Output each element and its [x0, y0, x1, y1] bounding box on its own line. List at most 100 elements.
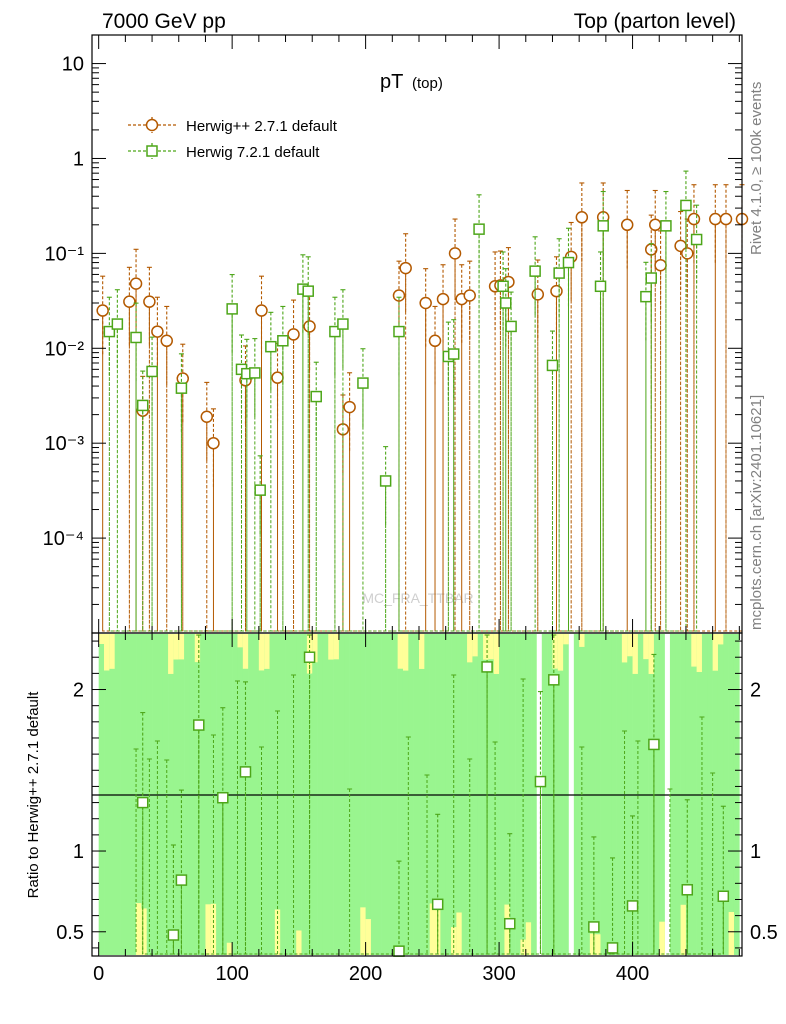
herwig7-point — [500, 297, 512, 309]
herwig7-point — [103, 325, 116, 338]
ratio-band-yellow-bottom — [210, 903, 217, 955]
ratio-band-yellow-bottom — [136, 903, 142, 955]
ratio-band-yellow-top — [104, 634, 110, 671]
herwig7-point — [473, 223, 485, 235]
ratio-point — [239, 766, 252, 778]
x-tick-label: 100 — [215, 963, 248, 985]
herwig7-point — [553, 267, 565, 279]
ratio-band-yellow-top — [402, 634, 409, 671]
ratio-point — [717, 890, 730, 902]
ratio-point — [303, 651, 316, 663]
herwig7-point — [597, 220, 609, 232]
herwigpp-point — [436, 292, 450, 306]
herwigpp-point — [96, 304, 109, 317]
herwig7-point — [546, 359, 559, 372]
ratio-band-yellow-bottom — [226, 942, 233, 955]
ratio-point — [548, 674, 560, 686]
herwigpp-point — [463, 289, 476, 302]
herwig7-point — [529, 265, 541, 277]
herwig7-point — [130, 331, 142, 344]
herwigpp-point — [271, 371, 284, 384]
ratio-band-yellow-bottom — [296, 930, 302, 955]
ratio-band-yellow-top — [621, 634, 628, 663]
herwigpp-point — [709, 212, 722, 226]
herwigpp-point — [200, 410, 214, 423]
ratio-frame — [91, 632, 743, 957]
ratio-band-yellow-bottom — [504, 904, 511, 955]
ratio-band-yellow-top — [712, 634, 719, 671]
ratio-band-yellow-bottom — [520, 939, 527, 955]
herwig7-point — [329, 325, 341, 338]
header-right: Top (parton level) — [574, 10, 736, 33]
ratio-band-yellow-top — [552, 634, 559, 669]
main-y-tick-label: 1 — [73, 148, 84, 170]
herwigpp-point — [160, 334, 173, 348]
herwigpp-point — [681, 247, 694, 260]
ratio-band-yellow-top — [483, 634, 489, 660]
herwigpp-point — [575, 211, 589, 224]
herwig7-series — [103, 170, 703, 632]
herwig7-point — [146, 365, 158, 378]
herwig7-point — [310, 390, 322, 403]
herwigpp-point — [287, 328, 300, 341]
herwigpp-point — [419, 296, 432, 310]
ratio-y-label: Ratio to Herwig++ 2.7.1 default — [25, 691, 42, 899]
main-panel: MC_FRA_TTBAR 10 1 10⁻¹ 10⁻² 10⁻³ 10⁻⁴ pT (top… — [43, 34, 749, 634]
main-y-tick-label: 10⁻³ — [45, 433, 85, 455]
herwigpp-point — [303, 320, 316, 333]
ratio-band-yellow-top — [557, 634, 564, 671]
ratio-point — [648, 738, 660, 751]
ratio-point — [588, 921, 600, 933]
herwigpp-point — [550, 284, 563, 298]
ratio-band-yellow-bottom — [456, 912, 463, 955]
herwigpp-point — [123, 295, 136, 308]
herwigpp-series — [96, 182, 749, 632]
herwigpp-point — [143, 295, 156, 308]
herwigpp-point — [448, 247, 462, 260]
ratio-y-tick-label-right: 0.5 — [750, 922, 778, 944]
ratio-y-tick-label: 0.5 — [56, 922, 84, 944]
x-tick-label: 300 — [482, 963, 515, 985]
ratio-band-yellow-bottom — [360, 907, 366, 955]
herwigpp-point — [428, 334, 442, 348]
ratio-band-yellow-top — [472, 634, 479, 657]
herwigpp-point — [719, 212, 733, 226]
legend-entry-herwigpp: Herwig++ 2.7.1 default — [128, 117, 338, 135]
x-tick-label: 200 — [349, 963, 382, 985]
herwig7-point — [249, 367, 261, 379]
ratio-band-yellow-top — [696, 634, 703, 673]
herwig7-point — [690, 233, 703, 246]
herwig7-point — [302, 285, 314, 297]
x-tick-label: 0 — [93, 963, 104, 985]
ratio-point — [626, 900, 639, 912]
herwigpp-point — [654, 258, 667, 272]
legend-entry-herwig7: Herwig 7.2.1 default — [128, 143, 320, 161]
ratio-y-tick-label-right: 2 — [750, 680, 761, 702]
ratio-band-yellow-bottom — [205, 904, 212, 955]
herwigpp-point — [207, 436, 220, 450]
ratio-band-yellow-bottom — [141, 908, 148, 955]
ratio-band-yellow-top — [178, 634, 185, 660]
ratio-data-layer — [133, 634, 730, 957]
x-tick-label: 400 — [616, 963, 649, 985]
herwig7-point — [379, 475, 392, 487]
ratio-band-yellow-top — [242, 634, 249, 669]
ratio-band-yellow-top — [328, 634, 334, 660]
herwigpp-point — [399, 261, 412, 275]
ratio-band-yellow-bottom — [525, 922, 532, 955]
ratio-band-yellow-top — [419, 634, 425, 669]
herwig7-series-line — [108, 205, 698, 632]
ratio-band-yellow-top — [173, 634, 180, 660]
ratio-band-yellow-top — [493, 634, 500, 674]
ratio-band-yellow-bottom — [595, 934, 601, 955]
herwig7-point — [265, 340, 277, 353]
ratio-point — [504, 917, 516, 930]
ratio-band-yellow-bottom — [680, 904, 687, 955]
main-y-axis: 10 1 10⁻¹ 10⁻² 10⁻³ 10⁻⁴ — [43, 34, 742, 605]
main-y-tick-label: 10 — [62, 54, 84, 76]
ratio-band-yellow-top — [648, 634, 655, 674]
ratio-band-yellow-top — [579, 634, 585, 647]
herwigpp-point — [176, 372, 190, 385]
ratio-point — [175, 874, 188, 886]
ratio-band-yellow-top — [717, 634, 724, 645]
